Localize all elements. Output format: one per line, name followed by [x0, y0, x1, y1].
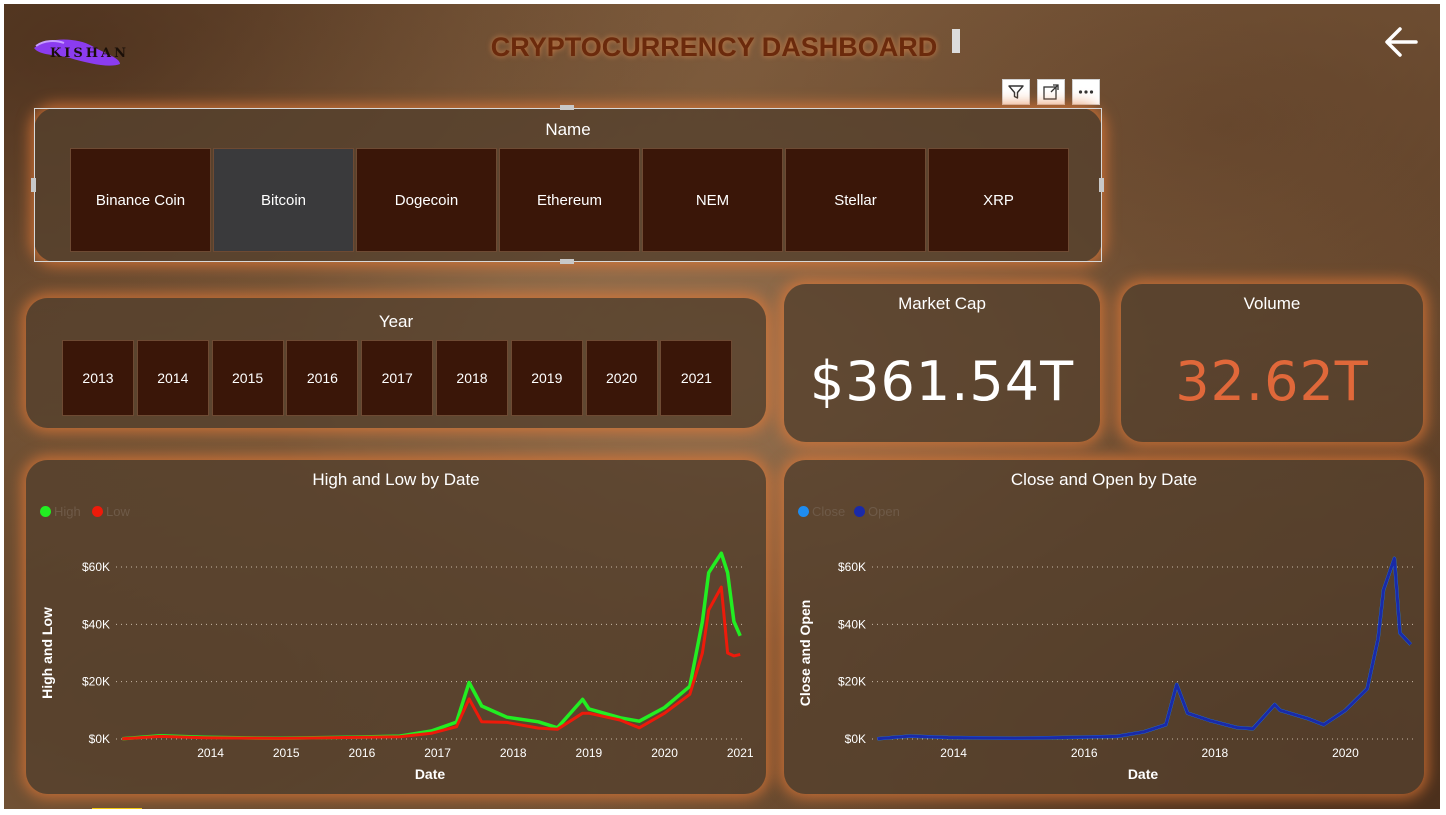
page-tab-indicator[interactable]: [92, 808, 142, 809]
x-tick-label: 2018: [1201, 746, 1228, 760]
market-cap-title: Market Cap: [898, 294, 986, 313]
y-tick-label: $0K: [89, 732, 110, 746]
series-line-low: [122, 585, 741, 741]
logo-text: KISHAN: [50, 46, 130, 61]
y-tick-label: $20K: [838, 675, 866, 689]
x-tick-label: 2018: [500, 746, 527, 760]
high-low-chart: High and Low by Date High Low $0K $20K $40…: [26, 460, 766, 794]
x-tick-label: 2014: [197, 746, 224, 760]
x-tick-label: 2015: [273, 746, 300, 760]
more-options-button[interactable]: [1072, 79, 1100, 105]
legend-dot-low: [92, 506, 103, 517]
y-tick-label: $40K: [838, 617, 866, 631]
legend-dot-high: [40, 506, 51, 517]
year-option-2019[interactable]: 2019: [510, 340, 583, 416]
legend-dot-close: [798, 506, 809, 517]
legend-label-low: Low: [106, 504, 130, 519]
legend-label-high: High: [54, 504, 81, 519]
x-tick-label: 2019: [576, 746, 603, 760]
page-title: CRYPTOCURRENCY DASHBOARD: [490, 32, 938, 62]
x-tick-label: 2016: [349, 746, 376, 760]
kishan-logo: KISHAN: [30, 34, 126, 72]
high-low-plot: $0K $20K $40K $60K 2014 2015 2016 2017 2018 2019 2…: [39, 551, 754, 782]
y-axis-title: High and Low: [39, 607, 55, 699]
legend-low[interactable]: Low: [92, 504, 130, 519]
legend-label-close: Close: [812, 504, 846, 519]
x-tick-label: 2020: [1332, 746, 1359, 760]
series-line-close: [877, 556, 1412, 741]
name-option-ethereum[interactable]: Ethereum: [499, 148, 640, 252]
market-cap-value: $361.54T: [809, 350, 1075, 413]
more-options-icon: [1078, 90, 1094, 94]
y-tick-label: $40K: [82, 617, 110, 631]
year-option-2020[interactable]: 2020: [585, 340, 658, 416]
legend-high[interactable]: High: [40, 504, 81, 519]
name-option-binance-coin[interactable]: Binance Coin: [70, 148, 211, 252]
name-option-stellar[interactable]: Stellar: [785, 148, 926, 252]
legend-dot-open: [854, 506, 865, 517]
y-tick-label: $0K: [845, 732, 866, 746]
year-option-2018[interactable]: 2018: [436, 340, 508, 416]
title-cursor-marker: [952, 29, 960, 53]
resize-handle[interactable]: [1099, 178, 1104, 192]
x-tick-label: 2016: [1071, 746, 1098, 760]
name-option-bitcoin[interactable]: Bitcoin: [213, 148, 354, 252]
resize-handle[interactable]: [31, 178, 36, 192]
x-tick-label: 2021: [727, 746, 754, 760]
report-canvas: KISHAN CRYPTOCURRENCY DASHBOARD Name Bin…: [4, 4, 1440, 809]
year-option-2015[interactable]: 2015: [211, 340, 284, 416]
volume-value: 32.62T: [1175, 350, 1369, 413]
x-tick-label: 2014: [940, 746, 967, 760]
legend-open[interactable]: Open: [854, 504, 900, 519]
logo-swoosh-icon: [34, 39, 120, 66]
y-axis-title: Close and Open: [797, 600, 813, 707]
legend-label-open: Open: [868, 504, 900, 519]
close-open-plot: $0K $20K $40K $60K 2014 2016 2018 2020 Date Close…: [797, 556, 1414, 782]
year-option-2017[interactable]: 2017: [361, 340, 434, 416]
legend-close[interactable]: Close: [798, 504, 845, 519]
year-option-2016[interactable]: 2016: [286, 340, 359, 416]
x-axis-title: Date: [1128, 766, 1159, 782]
name-slicer: Name Binance Coin Bitcoin Dogecoin Ethereum…: [34, 108, 1102, 262]
name-option-dogecoin[interactable]: Dogecoin: [356, 148, 497, 252]
y-tick-label: $20K: [82, 675, 110, 689]
chart-title: High and Low by Date: [312, 470, 480, 489]
filter-button[interactable]: [1002, 79, 1030, 105]
series-line-high: [122, 551, 742, 741]
filter-icon: [1008, 85, 1024, 99]
resize-handle[interactable]: [560, 105, 574, 110]
x-tick-label: 2017: [424, 746, 451, 760]
name-option-nem[interactable]: NEM: [642, 148, 783, 252]
year-slicer: Year 2013 2014 2015 2016 2017 2018 2019 2020 202…: [26, 298, 766, 428]
year-slicer-title: Year: [378, 312, 414, 331]
focus-mode-button[interactable]: [1037, 79, 1065, 105]
volume-title: Volume: [1243, 294, 1301, 313]
focus-mode-icon: [1043, 84, 1059, 100]
x-axis-title: Date: [415, 766, 446, 782]
back-button[interactable]: [1382, 24, 1422, 60]
x-tick-label: 2020: [651, 746, 678, 760]
back-arrow-icon: [1385, 27, 1418, 57]
name-option-xrp[interactable]: XRP: [928, 148, 1069, 252]
resize-handle[interactable]: [560, 259, 574, 264]
series-line-open: [877, 556, 1412, 741]
chart-title: Close and Open by Date: [1010, 470, 1198, 489]
y-tick-label: $60K: [82, 560, 110, 574]
y-tick-label: $60K: [838, 560, 866, 574]
close-open-chart: Close and Open by Date Close Open $0K $20…: [784, 460, 1424, 794]
name-slicer-title: Name: [545, 120, 591, 139]
market-cap-card: Market Cap $361.54T: [784, 284, 1100, 442]
year-option-2013[interactable]: 2013: [62, 340, 134, 416]
year-option-2021[interactable]: 2021: [660, 340, 733, 416]
volume-card: Volume 32.62T: [1121, 284, 1423, 442]
year-option-2014[interactable]: 2014: [136, 340, 209, 416]
